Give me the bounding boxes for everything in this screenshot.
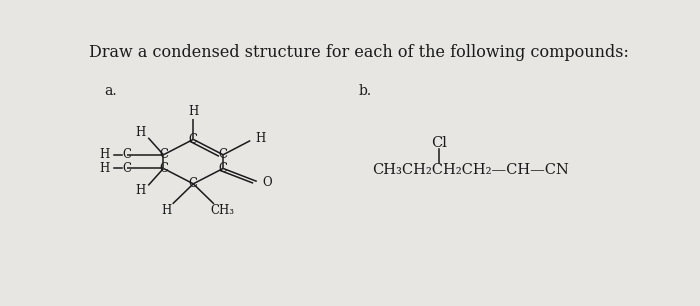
Text: C: C: [122, 162, 132, 175]
Text: C: C: [218, 162, 228, 175]
Text: H: H: [135, 126, 145, 139]
Text: H: H: [99, 148, 109, 161]
Text: C: C: [159, 148, 168, 161]
Text: C: C: [189, 133, 198, 146]
Text: C: C: [122, 148, 132, 161]
Text: CH₃CH₂CH₂CH₂—CH—CN: CH₃CH₂CH₂CH₂—CH—CN: [372, 163, 569, 177]
Text: C: C: [189, 177, 198, 190]
Text: C: C: [218, 148, 228, 161]
Text: b.: b.: [358, 84, 372, 98]
Text: H: H: [188, 105, 198, 118]
Text: CH₃: CH₃: [211, 204, 234, 217]
Text: C: C: [159, 162, 168, 175]
Text: Cl: Cl: [431, 136, 447, 150]
Text: H: H: [255, 132, 265, 145]
Text: Draw a condensed structure for each of the following compounds:: Draw a condensed structure for each of t…: [89, 44, 629, 61]
Text: H: H: [135, 184, 145, 197]
Text: H: H: [99, 162, 109, 175]
Text: O: O: [262, 176, 272, 189]
Text: a.: a.: [104, 84, 116, 98]
Text: H: H: [161, 204, 172, 217]
